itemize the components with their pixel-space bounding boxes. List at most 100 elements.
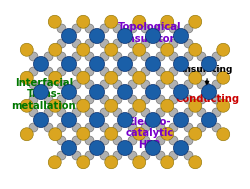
Circle shape (104, 15, 117, 28)
Circle shape (140, 108, 149, 117)
Circle shape (156, 108, 164, 117)
Circle shape (44, 123, 53, 132)
Text: Topological
Insulator: Topological Insulator (117, 22, 180, 44)
Circle shape (183, 52, 192, 61)
Circle shape (132, 71, 145, 84)
Circle shape (48, 128, 62, 141)
Circle shape (140, 151, 149, 160)
Circle shape (128, 123, 136, 132)
Circle shape (61, 140, 76, 156)
Circle shape (128, 136, 136, 145)
Circle shape (57, 39, 66, 48)
Circle shape (57, 52, 66, 61)
Circle shape (145, 29, 160, 43)
Circle shape (196, 95, 205, 104)
Circle shape (196, 123, 205, 132)
Circle shape (85, 80, 94, 89)
Circle shape (44, 108, 53, 117)
Circle shape (156, 123, 164, 132)
Circle shape (140, 123, 149, 132)
Circle shape (100, 67, 108, 76)
Circle shape (183, 80, 192, 89)
Circle shape (168, 108, 177, 117)
Circle shape (76, 15, 90, 28)
Circle shape (100, 24, 108, 33)
Circle shape (183, 95, 192, 104)
Circle shape (72, 108, 81, 117)
Circle shape (156, 24, 164, 33)
Circle shape (140, 24, 149, 33)
Circle shape (100, 136, 108, 145)
Circle shape (112, 80, 122, 89)
Circle shape (173, 112, 188, 128)
Circle shape (48, 156, 61, 169)
Text: Interfacial
Trans-
metallation: Interfacial Trans- metallation (12, 78, 76, 111)
Circle shape (160, 15, 173, 28)
Circle shape (44, 95, 53, 104)
Circle shape (160, 99, 173, 112)
Circle shape (61, 57, 76, 71)
Circle shape (89, 112, 104, 128)
Circle shape (100, 39, 108, 48)
Circle shape (33, 57, 48, 71)
Circle shape (216, 99, 229, 112)
Circle shape (168, 24, 177, 33)
Circle shape (173, 57, 188, 71)
Circle shape (29, 123, 38, 132)
Circle shape (85, 24, 94, 33)
Circle shape (128, 24, 136, 33)
Text: I₂: I₂ (203, 80, 209, 89)
Circle shape (132, 127, 145, 140)
Circle shape (100, 123, 108, 132)
Circle shape (57, 67, 66, 76)
Circle shape (211, 80, 220, 89)
Circle shape (104, 71, 117, 84)
Circle shape (29, 67, 38, 76)
Circle shape (29, 80, 38, 89)
Circle shape (156, 52, 164, 61)
Circle shape (196, 80, 205, 89)
Circle shape (188, 156, 201, 169)
Circle shape (29, 108, 38, 117)
Circle shape (211, 67, 220, 76)
Circle shape (168, 151, 177, 160)
Text: Conducting: Conducting (174, 94, 238, 104)
Circle shape (216, 43, 229, 56)
Circle shape (140, 52, 149, 61)
Circle shape (183, 136, 192, 145)
Circle shape (89, 29, 104, 43)
Circle shape (128, 52, 136, 61)
Circle shape (104, 99, 117, 112)
Circle shape (57, 123, 66, 132)
Circle shape (128, 67, 136, 76)
Circle shape (140, 67, 149, 76)
Circle shape (48, 71, 62, 84)
Circle shape (76, 127, 90, 140)
Circle shape (76, 99, 90, 112)
Circle shape (117, 112, 132, 128)
Circle shape (183, 24, 192, 33)
Circle shape (112, 24, 122, 33)
Circle shape (89, 140, 104, 156)
Circle shape (132, 156, 145, 169)
Circle shape (196, 67, 205, 76)
Circle shape (72, 39, 81, 48)
Circle shape (140, 80, 149, 89)
Text: Electro-
catalytic
HER: Electro- catalytic HER (125, 117, 173, 150)
Circle shape (57, 151, 66, 160)
Circle shape (72, 67, 81, 76)
Circle shape (57, 108, 66, 117)
Circle shape (85, 108, 94, 117)
Circle shape (85, 67, 94, 76)
Circle shape (112, 52, 122, 61)
Circle shape (128, 151, 136, 160)
Circle shape (168, 52, 177, 61)
Circle shape (117, 140, 132, 156)
Circle shape (216, 128, 229, 141)
Circle shape (211, 108, 220, 117)
Circle shape (168, 39, 177, 48)
Circle shape (44, 67, 53, 76)
Circle shape (156, 151, 164, 160)
Circle shape (112, 136, 122, 145)
Circle shape (112, 67, 122, 76)
